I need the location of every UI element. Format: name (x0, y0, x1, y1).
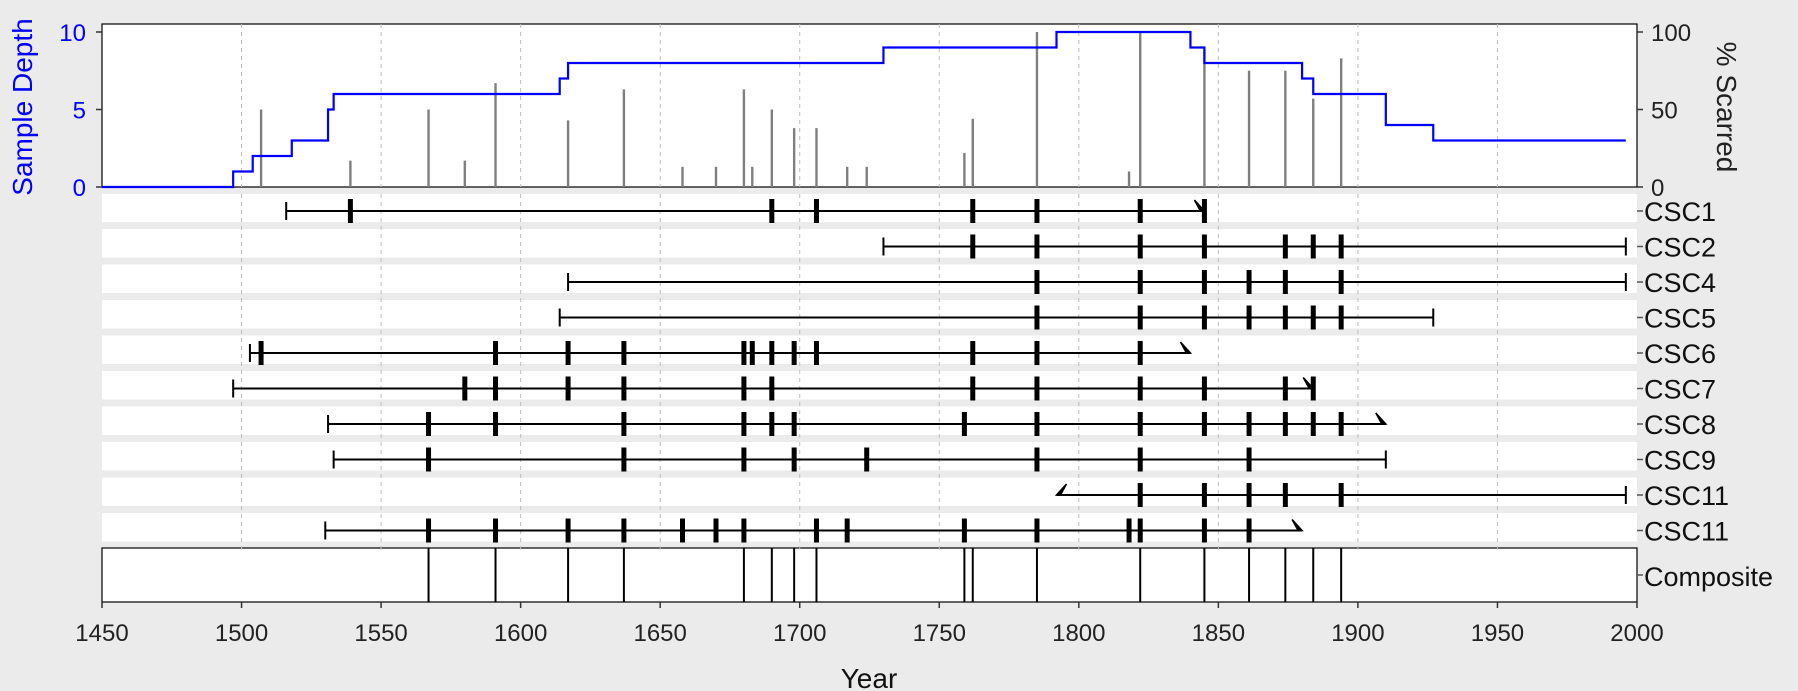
series-label: CSC6 (1644, 339, 1716, 369)
x-tick-label: 1650 (633, 620, 686, 647)
percent-scarred-axis-label: % Scarred (1711, 42, 1742, 173)
x-tick-label: 1450 (75, 620, 128, 647)
x-tick-label: 1900 (1331, 620, 1384, 647)
tree-series-row: CSC11 (324, 517, 1729, 547)
x-tick-label: 2000 (1610, 620, 1663, 647)
row-band (102, 222, 1637, 229)
series-panel-bg (102, 194, 1637, 550)
x-tick-label: 1600 (494, 620, 547, 647)
axes: 1450 1500 1550 1600 1650 1700 1750 1800 1850 1900… (59, 20, 1691, 647)
depth-y-tick-label: 0 (73, 175, 86, 202)
series-panel (102, 194, 1637, 550)
x-tick-label: 1500 (215, 620, 268, 647)
pct-y-tick-label: 0 (1651, 175, 1664, 202)
series-label: CSC11 (1644, 481, 1729, 511)
outer-date-arrow (1291, 518, 1304, 532)
row-band (102, 328, 1637, 336)
x-axis-label: Year (841, 663, 898, 691)
x-tick-label: 1750 (913, 620, 966, 647)
tree-series: CSC1 CSC2 CSC4 CSC5 CSC6 CSC7 CSC8 CSC9 CSC11 CSC… (232, 197, 1729, 547)
composite-label: Composite (1644, 562, 1773, 592)
row-band (102, 541, 1637, 549)
row-band (102, 470, 1637, 478)
tree-series-row: CSC4 (567, 268, 1716, 298)
inner-date-arrow (1054, 483, 1068, 496)
tree-series-row: CSC7 (232, 375, 1716, 405)
sample-depth-panel (101, 23, 1638, 188)
composite-events (427, 548, 1643, 602)
series-label: CSC5 (1644, 304, 1716, 334)
x-tick-label: 1850 (1192, 620, 1245, 647)
pct-y-tick-label: 50 (1651, 98, 1678, 125)
depth-y-tick-label: 5 (73, 98, 86, 125)
series-label: CSC2 (1644, 233, 1716, 263)
x-tick-label: 1550 (354, 620, 407, 647)
sample-depth-axis-label: Sample Depth (7, 18, 38, 195)
tree-series-row: CSC1 (285, 197, 1716, 227)
tree-series-row: CSC6 (248, 339, 1716, 369)
outer-date-arrow (1179, 341, 1193, 354)
row-band (102, 506, 1637, 513)
row-band (102, 399, 1637, 407)
series-label: CSC1 (1644, 197, 1716, 227)
tree-series-row: CSC2 (882, 233, 1716, 263)
series-label: CSC9 (1644, 446, 1716, 476)
composite-panel (101, 547, 1638, 603)
tree-series-row: CSC11 (1054, 481, 1729, 511)
row-band (102, 293, 1637, 300)
row-band (102, 364, 1637, 371)
pct-y-tick-label: 100 (1651, 20, 1691, 47)
x-tick-label: 1800 (1052, 620, 1105, 647)
tree-series-row: CSC9 (332, 446, 1716, 476)
x-tick-label: 1950 (1471, 620, 1524, 647)
depth-y-tick-label: 10 (59, 20, 86, 47)
row-band (102, 257, 1637, 265)
series-label: CSC8 (1644, 410, 1716, 440)
tree-series-row: CSC8 (327, 410, 1716, 440)
sample-depth-line (102, 30, 1626, 189)
tree-series-row: CSC5 (558, 304, 1716, 334)
outer-date-arrow (1375, 412, 1388, 425)
grid-lines (241, 24, 1498, 550)
row-band (102, 435, 1637, 442)
series-label: CSC4 (1644, 268, 1716, 298)
percent-scarred-bars (259, 32, 1343, 187)
series-label: CSC11 (1644, 517, 1729, 547)
series-label: CSC7 (1644, 375, 1716, 405)
x-tick-label: 1700 (773, 620, 826, 647)
